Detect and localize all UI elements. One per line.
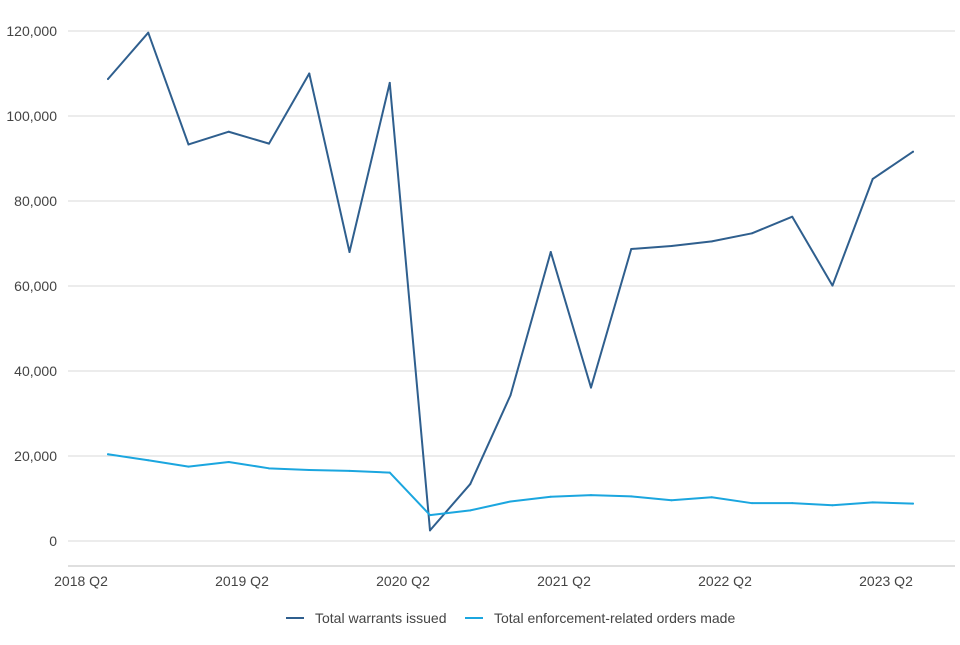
- data-point: [710, 496, 713, 499]
- y-tick-label: 120,000: [6, 23, 57, 39]
- data-point: [268, 142, 270, 145]
- data-point: [831, 284, 834, 287]
- legend-label: Total enforcement-related orders made: [494, 610, 735, 626]
- data-point: [187, 465, 190, 468]
- data-point: [469, 509, 472, 512]
- data-point: [791, 502, 794, 505]
- data-point: [147, 31, 150, 34]
- x-tick-label: 2020 Q2: [376, 573, 430, 589]
- data-point: [429, 529, 431, 532]
- data-point: [348, 469, 351, 472]
- legend-item: Total warrants issued: [286, 610, 447, 626]
- gridlines: [68, 30, 955, 542]
- data-point: [268, 467, 270, 470]
- data-point: [107, 78, 109, 81]
- data-point: [549, 251, 552, 253]
- data-point: [388, 81, 391, 84]
- data-point: [912, 502, 914, 505]
- series-lines: [107, 31, 914, 532]
- data-point: [469, 483, 472, 486]
- data-point: [590, 494, 592, 497]
- x-tick-label: 2021 Q2: [537, 573, 591, 589]
- x-axis: 2018 Q2 2019 Q2 2020 Q2 2021 Q2 2022 Q2 2023 …: [54, 565, 955, 589]
- data-point: [308, 469, 311, 472]
- data-point: [429, 514, 431, 517]
- y-tick-label: 0: [49, 533, 57, 549]
- data-point: [670, 245, 673, 248]
- data-point: [509, 394, 512, 397]
- legend: Total warrants issued Total enforcement-r…: [286, 610, 735, 626]
- x-tick-label: 2022 Q2: [698, 573, 752, 589]
- legend-label: Total warrants issued: [315, 610, 447, 626]
- data-point: [590, 386, 592, 389]
- x-tick-label: 2023 Q2: [859, 573, 913, 589]
- x-tick-label: 2018 Q2: [54, 573, 108, 589]
- y-tick-label: 80,000: [14, 193, 57, 209]
- data-point: [791, 215, 794, 218]
- data-point: [308, 72, 311, 75]
- data-point: [227, 130, 230, 133]
- x-tick-label: 2019 Q2: [215, 573, 269, 589]
- data-point: [187, 143, 190, 146]
- data-point: [751, 502, 753, 505]
- data-point: [227, 460, 230, 463]
- y-tick-label: 60,000: [14, 278, 57, 294]
- data-point: [348, 251, 351, 253]
- y-tick-label: 100,000: [6, 108, 57, 124]
- data-point: [871, 177, 874, 180]
- data-point: [549, 495, 552, 498]
- series-line-2: [107, 453, 914, 517]
- data-point: [871, 501, 874, 504]
- data-point: [630, 495, 633, 498]
- data-point: [670, 499, 673, 502]
- data-point: [147, 459, 150, 462]
- legend-item: Total enforcement-related orders made: [465, 610, 735, 626]
- y-tick-label: 20,000: [14, 448, 57, 464]
- data-point: [107, 453, 109, 456]
- data-point: [388, 471, 391, 474]
- data-point: [630, 248, 633, 251]
- data-point: [710, 240, 713, 243]
- data-point: [509, 500, 512, 503]
- data-point: [751, 232, 753, 235]
- data-point: [912, 150, 914, 153]
- data-point: [831, 504, 834, 507]
- y-axis: 0 20,000 40,000 60,000 80,000 100,000 120,000: [6, 23, 57, 549]
- y-tick-label: 40,000: [14, 363, 57, 379]
